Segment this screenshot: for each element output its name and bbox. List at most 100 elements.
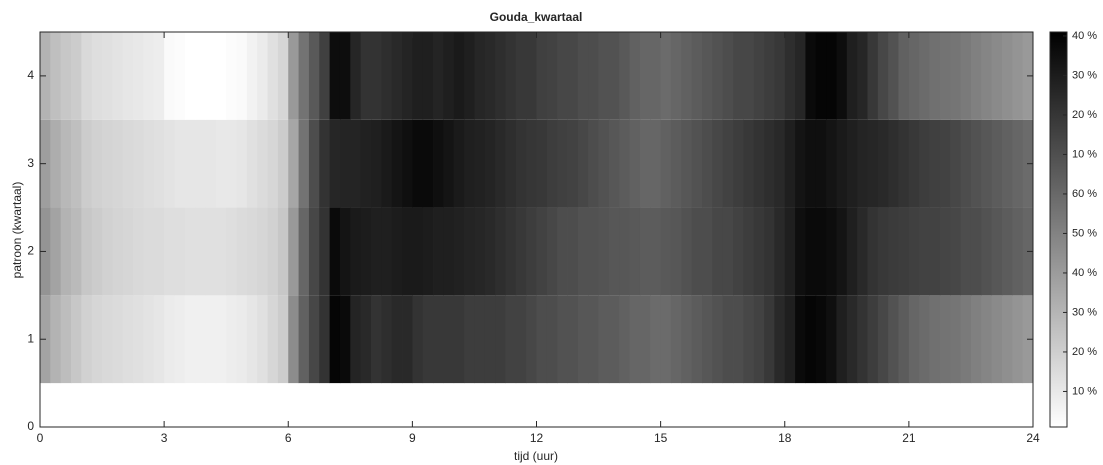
heatmap-cell: [195, 295, 206, 384]
heatmap-cell: [608, 295, 620, 384]
heatmap-cell: [805, 295, 817, 384]
heatmap-cell: [174, 32, 186, 120]
heatmap-cell: [91, 32, 103, 120]
heatmap-cell: [226, 32, 237, 120]
heatmap-cell: [319, 119, 331, 208]
heatmap-cell: [536, 295, 548, 384]
heatmap-cell: [381, 207, 393, 296]
heatmap-cell: [815, 295, 827, 384]
heatmap-cell: [329, 32, 341, 120]
heatmap-cell: [184, 207, 196, 296]
heatmap-cell: [205, 119, 217, 208]
heatmap-cell: [174, 119, 186, 208]
heatmap-cell: [898, 207, 910, 296]
heatmap-cell: [164, 207, 175, 296]
heatmap-cell: [81, 207, 93, 296]
heatmap-cell: [464, 295, 475, 384]
heatmap-cell: [81, 119, 93, 208]
heatmap-cell: [857, 207, 868, 296]
heatmap-cell: [815, 32, 827, 120]
heatmap-cell: [629, 207, 641, 296]
heatmap-cell: [81, 32, 93, 120]
heatmap-cell: [546, 32, 558, 120]
x-tick-label: 9: [409, 431, 416, 445]
heatmap-cell: [557, 119, 568, 208]
heatmap-cell: [422, 295, 434, 384]
heatmap-cell: [60, 207, 72, 296]
heatmap-cell: [970, 295, 982, 384]
heatmap-cell: [557, 207, 568, 296]
heatmap-cell: [515, 32, 527, 120]
heatmap-cell: [774, 207, 786, 296]
heatmap-cell: [71, 207, 82, 296]
y-tick-label: 4: [27, 68, 34, 82]
heatmap-cell: [846, 32, 858, 120]
heatmap-cell: [546, 207, 558, 296]
heatmap-cell: [588, 295, 599, 384]
heatmap-cell: [846, 295, 858, 384]
heatmap-cell: [857, 119, 868, 208]
heatmap-cell: [277, 32, 289, 120]
heatmap-cell: [50, 119, 62, 208]
heatmap-cell: [691, 32, 703, 120]
heatmap-cell: [515, 295, 527, 384]
heatmap-cell: [371, 32, 382, 120]
heatmap-cell: [981, 32, 993, 120]
heatmap-cell: [753, 207, 765, 296]
heatmap-cell: [257, 32, 268, 120]
colorbar-tick-label: 20 %: [1072, 109, 1097, 121]
heatmap-cell: [764, 207, 775, 296]
heatmap-cell: [619, 32, 630, 120]
heatmap-cell: [112, 119, 124, 208]
heatmap-cell: [712, 295, 724, 384]
heatmap-cell: [319, 32, 331, 120]
heatmap-cell: [71, 32, 82, 120]
heatmap-cell: [433, 295, 444, 384]
heatmap-cell: [329, 295, 341, 384]
heatmap-cell: [774, 119, 786, 208]
heatmap-cell: [122, 295, 134, 384]
heatmap-cell: [402, 295, 413, 384]
heatmap-cell: [412, 295, 424, 384]
heatmap-cell: [484, 295, 496, 384]
heatmap-cell: [133, 32, 144, 120]
heatmap-cell: [495, 32, 506, 120]
heatmap-cell: [215, 32, 227, 120]
heatmap-cell: [557, 32, 568, 120]
heatmap: [40, 32, 1034, 384]
heatmap-cell: [153, 32, 165, 120]
heatmap-cell: [743, 295, 755, 384]
heatmap-cell: [660, 295, 672, 384]
heatmap-cell: [246, 32, 258, 120]
heatmap-cell: [743, 119, 755, 208]
heatmap-cell: [526, 295, 537, 384]
heatmap-cell: [753, 32, 765, 120]
x-tick-label: 3: [161, 431, 168, 445]
heatmap-cell: [298, 119, 310, 208]
heatmap-cell: [888, 207, 899, 296]
heatmap-cell: [919, 207, 930, 296]
heatmap-cell: [991, 119, 1003, 208]
heatmap-cell: [81, 295, 93, 384]
heatmap-cell: [484, 32, 496, 120]
heatmap-cell: [836, 32, 848, 120]
heatmap-cell: [598, 119, 610, 208]
heatmap-cell: [360, 32, 372, 120]
heatmap-cell: [474, 119, 486, 208]
heatmap-cell: [588, 207, 599, 296]
heatmap-cell: [950, 295, 961, 384]
heatmap-cell: [598, 207, 610, 296]
heatmap-cell: [195, 119, 206, 208]
colorbar-tick-label: 60 %: [1072, 188, 1097, 200]
heatmap-cell: [681, 207, 693, 296]
heatmap-cell: [970, 119, 982, 208]
heatmap-cell: [226, 119, 237, 208]
heatmap-cell: [360, 295, 372, 384]
heatmap-cell: [381, 119, 393, 208]
y-tick-label: 2: [27, 244, 34, 258]
heatmap-cell: [619, 295, 630, 384]
heatmap-cell: [277, 119, 289, 208]
heatmap-cell: [205, 207, 217, 296]
x-tick-label: 21: [902, 431, 916, 445]
heatmap-cell: [391, 295, 403, 384]
